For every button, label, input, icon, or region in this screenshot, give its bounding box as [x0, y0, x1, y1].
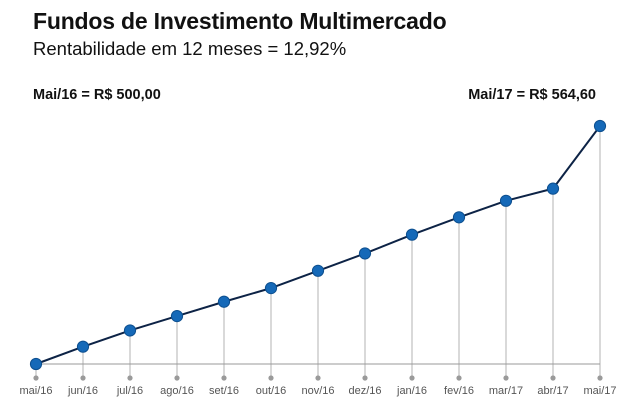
x-tick-mark: [597, 375, 603, 381]
x-tick-label: nov/16: [301, 385, 334, 397]
x-tick-label: jan/16: [396, 385, 427, 397]
data-point: [170, 310, 184, 323]
data-point: [405, 228, 419, 241]
data-point: [217, 295, 231, 308]
x-tick-label: out/16: [256, 385, 287, 397]
data-points: [29, 119, 607, 371]
data-point: [593, 119, 607, 133]
end-value-annotation: Mai/17 = R$ 564,60: [468, 87, 596, 103]
data-point: [76, 340, 90, 353]
x-tick-label: dez/16: [348, 385, 381, 397]
x-tick-label: jul/16: [116, 385, 143, 397]
x-tick-label: mai/16: [19, 385, 52, 397]
x-tick-mark: [409, 375, 415, 381]
x-tick-label: fev/16: [444, 385, 474, 397]
x-tick-mark: [174, 375, 180, 381]
x-tick-mark: [221, 375, 227, 381]
x-tick-label: ago/16: [160, 385, 194, 397]
data-point: [499, 194, 513, 207]
data-point: [358, 247, 372, 260]
data-point: [29, 357, 43, 371]
x-tick-mark: [550, 375, 556, 381]
x-tick-label: mar/17: [489, 385, 523, 397]
data-point: [264, 282, 278, 295]
x-tick-mark: [80, 375, 86, 381]
x-tick-label: jun/16: [67, 385, 98, 397]
drop-lines: [35, 126, 601, 378]
x-tick-label: abr/17: [537, 385, 568, 397]
x-tick-mark: [268, 375, 274, 381]
chart-subtitle: Rentabilidade em 12 meses = 12,92%: [33, 38, 347, 59]
data-point: [311, 264, 325, 277]
x-tick-mark: [362, 375, 368, 381]
x-tick-mark: [127, 375, 133, 381]
x-tick-mark: [33, 375, 39, 381]
x-tick-mark: [315, 375, 321, 381]
data-point: [452, 211, 466, 224]
data-point: [123, 324, 137, 337]
x-axis-ticks: mai/16 jun/16 jul/16 ago/16 set/16 out/16 nov/…: [19, 375, 617, 397]
x-tick-label: set/16: [209, 385, 239, 397]
chart-title: Fundos de Investimento Multimercado: [33, 8, 447, 34]
start-value-annotation: Mai/16 = R$ 500,00: [33, 87, 161, 103]
x-tick-mark: [503, 375, 509, 381]
x-tick-label: mai/17: [583, 385, 616, 397]
data-point: [546, 182, 560, 195]
x-tick-mark: [456, 375, 462, 381]
